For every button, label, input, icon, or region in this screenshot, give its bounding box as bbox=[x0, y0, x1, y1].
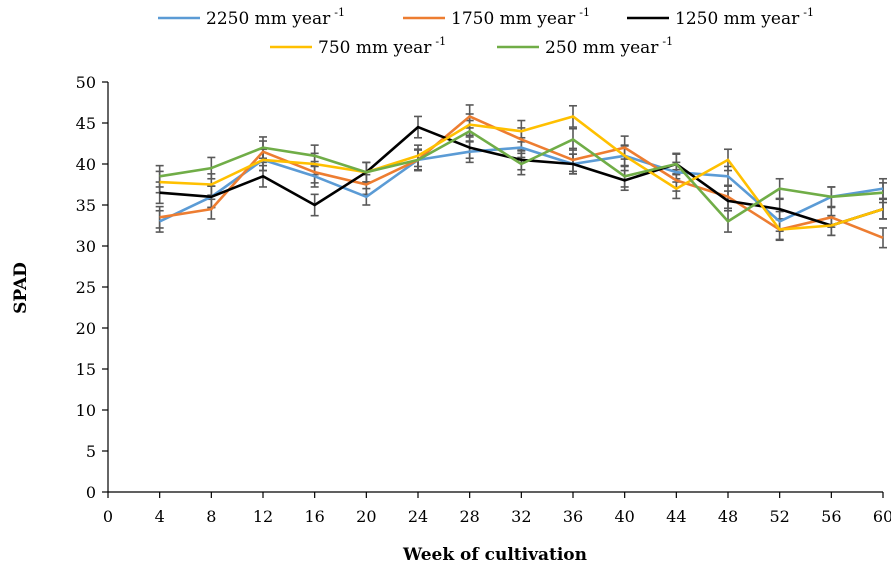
x-tick-label: 8 bbox=[206, 507, 216, 526]
x-tick-label: 12 bbox=[253, 507, 273, 526]
y-tick-label: 5 bbox=[86, 442, 96, 461]
y-tick-label: 45 bbox=[76, 114, 96, 133]
x-tick-label: 48 bbox=[718, 507, 738, 526]
x-tick-label: 0 bbox=[103, 507, 113, 526]
y-tick-label: 15 bbox=[76, 360, 96, 379]
legend-label-5: 250 mm year bbox=[545, 38, 659, 58]
x-tick-label: 36 bbox=[563, 507, 583, 526]
legend-label-1: 2250 mm year bbox=[206, 9, 331, 29]
y-tick-label: 20 bbox=[76, 319, 96, 338]
x-tick-label: 24 bbox=[408, 507, 428, 526]
y-tick-label: 30 bbox=[76, 237, 96, 256]
legend-superscript-5: -1 bbox=[662, 35, 673, 48]
series-lines bbox=[159, 115, 884, 240]
x-tick-label: 32 bbox=[511, 507, 531, 526]
legend-superscript-4: -1 bbox=[435, 35, 446, 48]
x-tick-label: 56 bbox=[821, 507, 841, 526]
y-tick-label: 0 bbox=[86, 483, 96, 502]
legend-superscript-3: -1 bbox=[803, 6, 814, 19]
y-tick-label: 50 bbox=[76, 73, 96, 92]
x-tick-label: 40 bbox=[614, 507, 634, 526]
legend-superscript-1: -1 bbox=[334, 6, 345, 19]
legend-superscript-2: -1 bbox=[579, 6, 590, 19]
x-tick-label: 16 bbox=[304, 507, 324, 526]
x-tick-label: 52 bbox=[769, 507, 789, 526]
x-axis: 0 4 8 12 16 20 24 28 32 36 40 44 48 52 56 60 bbox=[103, 491, 891, 526]
legend-label-2: 1750 mm year bbox=[451, 9, 576, 29]
x-tick-label: 60 bbox=[873, 507, 891, 526]
y-tick-label: 40 bbox=[76, 155, 96, 174]
y-tick-label: 10 bbox=[76, 401, 96, 420]
y-axis-title: SPAD bbox=[11, 262, 31, 314]
y-tick-label: 25 bbox=[76, 278, 96, 297]
series-line-5 bbox=[159, 129, 884, 223]
series-line-2 bbox=[159, 115, 884, 240]
legend-label-3: 1250 mm year bbox=[675, 9, 800, 29]
y-axis: 0 5 10 15 20 25 30 35 40 45 50 bbox=[76, 73, 109, 502]
legend: 2250 mm year -1 1750 mm year -1 1250 mm year… bbox=[158, 6, 814, 58]
y-tick-label: 35 bbox=[76, 196, 96, 215]
series-line-4 bbox=[159, 115, 884, 231]
x-tick-label: 20 bbox=[356, 507, 376, 526]
x-axis-title: Week of cultivation bbox=[402, 545, 587, 565]
legend-label-4: 750 mm year bbox=[318, 38, 432, 58]
x-tick-label: 44 bbox=[666, 507, 686, 526]
x-tick-label: 28 bbox=[459, 507, 479, 526]
x-tick-label: 4 bbox=[155, 507, 165, 526]
